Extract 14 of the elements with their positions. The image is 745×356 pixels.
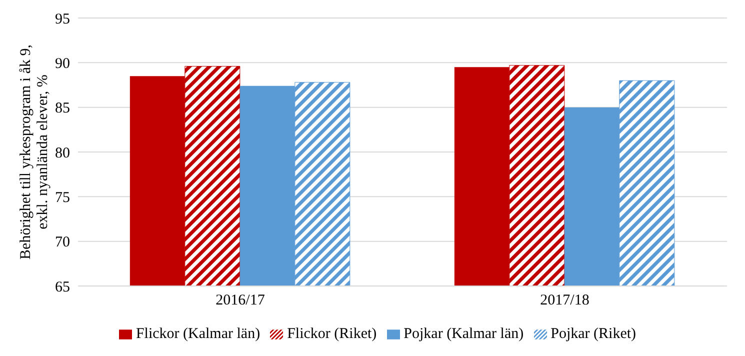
legend-label: Pojkar (Riket) [550, 326, 636, 342]
x-tick-label: 2017/18 [540, 292, 590, 309]
legend-label: Flickor (Kalmar län) [136, 326, 260, 342]
x-tick-label: 2016/17 [216, 292, 266, 309]
y-tick-label: 90 [55, 56, 70, 72]
y-tick-label: 95 [55, 11, 70, 28]
y-tick-label: 65 [55, 279, 70, 296]
y-tick-label: 70 [55, 234, 70, 251]
y-tick-label: 75 [55, 190, 70, 206]
y-tick-label: 80 [55, 145, 70, 162]
legend-label: Flickor (Riket) [287, 326, 377, 342]
y-axis-title: Behörighet till yrkesprogram i åk 9, exkl. nyanlända elever, % [18, 44, 51, 260]
legend-label: Pojkar (Kalmar län) [404, 326, 524, 342]
y-tick-label: 85 [55, 100, 70, 117]
